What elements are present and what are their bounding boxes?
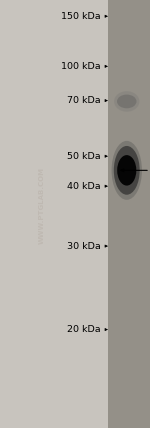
Ellipse shape	[112, 141, 142, 200]
Text: 50 kDa: 50 kDa	[67, 152, 100, 161]
Text: 40 kDa: 40 kDa	[67, 181, 100, 191]
Ellipse shape	[117, 155, 136, 186]
Ellipse shape	[114, 146, 140, 195]
Ellipse shape	[117, 95, 136, 108]
Text: 20 kDa: 20 kDa	[67, 325, 100, 334]
Ellipse shape	[114, 91, 140, 112]
Text: 70 kDa: 70 kDa	[67, 96, 100, 105]
Bar	[108, 0, 150, 428]
Text: 30 kDa: 30 kDa	[67, 241, 100, 251]
Text: 100 kDa: 100 kDa	[61, 62, 100, 71]
Text: 150 kDa: 150 kDa	[61, 12, 100, 21]
Text: WWW.PTGLAB.COM: WWW.PTGLAB.COM	[39, 167, 45, 244]
